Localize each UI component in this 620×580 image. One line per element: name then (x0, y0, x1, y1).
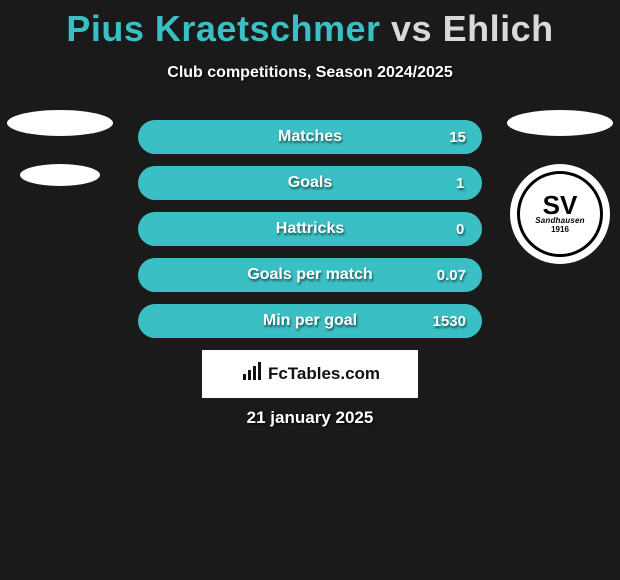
stat-label: Matches (278, 128, 342, 146)
club-badge: SV Sandhausen 1916 (510, 164, 610, 264)
stat-label: Min per goal (263, 312, 357, 330)
club-badge-year: 1916 (551, 225, 569, 234)
stat-right-value: 0 (456, 221, 466, 238)
stat-row: Hattricks 0 (138, 212, 482, 246)
stat-right-value: 1 (456, 175, 466, 192)
placeholder-oval-icon (7, 110, 113, 136)
club-badge-top: SV (543, 194, 578, 217)
subtitle: Club competitions, Season 2024/2025 (0, 64, 620, 82)
stat-label: Hattricks (276, 220, 344, 238)
placeholder-oval-icon (20, 164, 100, 186)
stat-label: Goals per match (247, 266, 372, 284)
stat-row: Min per goal 1530 (138, 304, 482, 338)
stats-block: Matches 15 Goals 1 Hattricks 0 Goals per… (138, 120, 482, 350)
left-player-badge-area (0, 110, 120, 214)
club-badge-inner: SV Sandhausen 1916 (517, 171, 603, 257)
brand-text: FcTables.com (268, 364, 380, 384)
club-badge-name: Sandhausen (535, 216, 585, 225)
placeholder-oval-icon (507, 110, 613, 136)
bar-chart-icon (240, 360, 264, 389)
stat-row: Matches 15 (138, 120, 482, 154)
brand-tag: FcTables.com (202, 350, 418, 398)
vs-text: vs (391, 8, 432, 49)
stat-row: Goals per match 0.07 (138, 258, 482, 292)
right-player-badge-area: SV Sandhausen 1916 (500, 110, 620, 264)
stat-label: Goals (288, 174, 332, 192)
stat-row: Goals 1 (138, 166, 482, 200)
stat-right-value: 0.07 (437, 267, 466, 284)
player2-name: Ehlich (443, 8, 554, 49)
stat-right-value: 15 (449, 129, 466, 146)
report-date: 21 january 2025 (0, 408, 620, 428)
page-title: Pius Kraetschmer vs Ehlich (0, 0, 620, 50)
stat-right-value: 1530 (433, 313, 466, 330)
player1-name: Pius Kraetschmer (66, 8, 380, 49)
